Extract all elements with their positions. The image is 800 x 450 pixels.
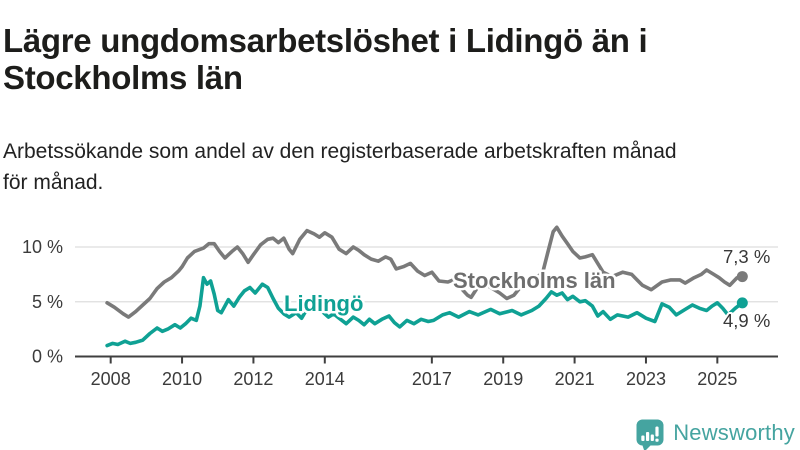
subtitle-line-1: Arbetssökande som andel av den registerb… (3, 140, 677, 163)
logo-bar-3 (650, 434, 655, 441)
end-value-label-stockholms-l-n: 7,3 % (723, 246, 770, 267)
x-tick-label-2010: 2010 (162, 369, 202, 389)
x-tick-label-2025: 2025 (697, 369, 737, 389)
series-label-stockholms-l-n: Stockholms län (453, 268, 616, 293)
chart-subtitle: Arbetssökande som andel av den registerb… (3, 136, 798, 198)
line-chart: 10 % 5 % 0 % 2008 2010 2012 2014 2017 2019 2021 20… (22, 225, 778, 389)
x-tick-label-2008: 2008 (91, 369, 131, 389)
x-tick-label-2023: 2023 (626, 369, 666, 389)
series-end-dot-liding- (736, 297, 748, 309)
y-tick-label-5: 5 % (32, 292, 63, 312)
subtitle-line-2: för månad. (3, 171, 104, 194)
logo-exclamation-bar (655, 426, 659, 437)
title-line-2: Stockholms län (3, 59, 243, 97)
page-title: Lägre ungdomsarbetslöshet i Lidingö än i… (3, 22, 783, 96)
x-tick-label-2019: 2019 (483, 369, 523, 389)
x-tick-label-2017: 2017 (412, 369, 452, 389)
newsworthy-chart-bubble-icon (636, 419, 664, 450)
y-tick-label-10: 10 % (22, 237, 63, 257)
logo-exclamation-dot (655, 438, 659, 442)
x-tick-label-2012: 2012 (233, 369, 273, 389)
y-tick-label-0: 0 % (32, 347, 63, 367)
end-value-label-liding-: 4,9 % (723, 310, 770, 331)
newsworthy-logo[interactable]: Newsworthy (636, 419, 795, 450)
series-line-stockholms-l-n (105, 225, 745, 319)
x-tick-label-2021: 2021 (555, 369, 595, 389)
series-end-dot-stockholms-l-n (736, 271, 748, 283)
logo-bar-2 (646, 432, 650, 441)
brand-name: Newsworthy (673, 420, 795, 445)
x-tick-label-2014: 2014 (305, 369, 345, 389)
logo-bar-1 (641, 435, 645, 441)
series-line-liding- (105, 275, 745, 348)
series-label-liding-: Lidingö (284, 291, 363, 316)
title-line-1: Lägre ungdomsarbetslöshet i Lidingö än i (3, 22, 648, 60)
